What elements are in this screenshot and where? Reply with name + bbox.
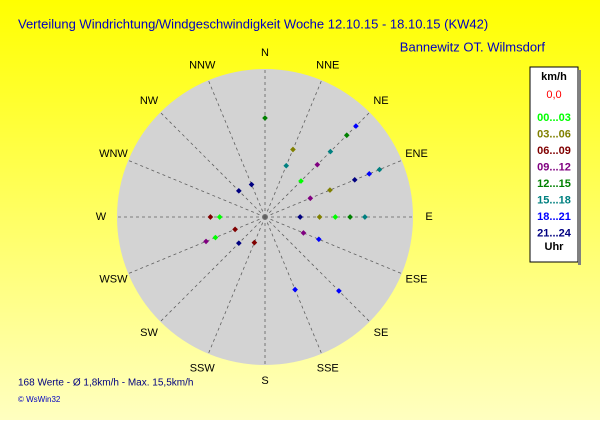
- data-point: [314, 161, 321, 168]
- data-point: [332, 214, 339, 220]
- data-point: [292, 286, 298, 293]
- spoke: [207, 216, 266, 354]
- data-point: [316, 236, 322, 243]
- spoke: [264, 159, 402, 218]
- data-point: [262, 115, 268, 121]
- data-point: [343, 132, 350, 139]
- direction-label: ESE: [406, 274, 428, 286]
- spoke: [160, 112, 266, 218]
- legend-title: km/h: [541, 71, 567, 83]
- data-point: [316, 214, 323, 220]
- legend-entry: 03...06: [537, 128, 571, 140]
- data-point: [283, 162, 290, 169]
- spoke: [128, 159, 266, 218]
- spoke: [160, 216, 266, 322]
- data-point: [248, 181, 255, 188]
- direction-label: S: [261, 375, 268, 387]
- direction-label: NNW: [189, 59, 216, 71]
- data-point: [300, 230, 307, 236]
- direction-label: SSW: [190, 362, 216, 374]
- credit: © WsWin32: [18, 395, 61, 404]
- spoke: [128, 216, 266, 275]
- chart-subtitle: Bannewitz OT. Wilmsdorf: [400, 39, 546, 54]
- data-point: [212, 234, 219, 241]
- direction-label: WNW: [99, 148, 128, 160]
- legend-entry: 21...24: [537, 227, 572, 239]
- direction-label: SW: [140, 327, 158, 339]
- legend-entry: 18...21: [537, 211, 571, 223]
- spoke: [264, 216, 370, 322]
- data-point: [327, 187, 333, 193]
- direction-label: SE: [374, 327, 389, 339]
- data-point: [232, 226, 238, 233]
- data-point: [290, 146, 296, 153]
- legend-entry: 09...12: [537, 161, 571, 173]
- data-point: [236, 188, 242, 194]
- data-point: [327, 148, 334, 155]
- legend-box: [529, 66, 579, 263]
- spoke: [207, 80, 266, 218]
- legend-shadow: [578, 70, 581, 265]
- direction-label: E: [425, 211, 432, 223]
- spoke: [264, 216, 402, 275]
- direction-label: WSW: [99, 274, 128, 286]
- legend-entry: 00...03: [537, 112, 571, 124]
- legend-entry: 12...15: [537, 178, 571, 190]
- data-point: [366, 170, 373, 177]
- data-point: [207, 214, 214, 220]
- direction-label: ENE: [405, 148, 428, 160]
- spoke: [264, 216, 323, 354]
- direction-label: NNE: [316, 59, 339, 71]
- data-point: [216, 214, 223, 220]
- data-point: [203, 238, 209, 245]
- direction-label: NW: [140, 95, 159, 107]
- calm-label: 0,0: [546, 89, 561, 101]
- data-point: [236, 240, 242, 246]
- legend-entry: 06...09: [537, 145, 571, 157]
- chart-title: Verteilung Windrichtung/Windgeschwindigk…: [18, 16, 488, 31]
- direction-label: N: [261, 47, 269, 59]
- data-point: [307, 195, 314, 202]
- data-point: [376, 166, 383, 173]
- direction-label: NE: [373, 95, 388, 107]
- direction-label: SSE: [317, 362, 339, 374]
- legend-footer: Uhr: [545, 241, 565, 253]
- data-point: [251, 239, 258, 246]
- data-point: [351, 177, 358, 183]
- data-point: [347, 214, 353, 220]
- data-point: [298, 178, 304, 184]
- legend-entry: 15...18: [537, 194, 571, 206]
- direction-label: W: [96, 211, 107, 223]
- footer: 168 Werte - Ø 1,8km/h - Max. 15,5km/h: [18, 378, 193, 389]
- data-point: [336, 288, 342, 294]
- data-point: [362, 214, 368, 220]
- data-point: [297, 214, 303, 220]
